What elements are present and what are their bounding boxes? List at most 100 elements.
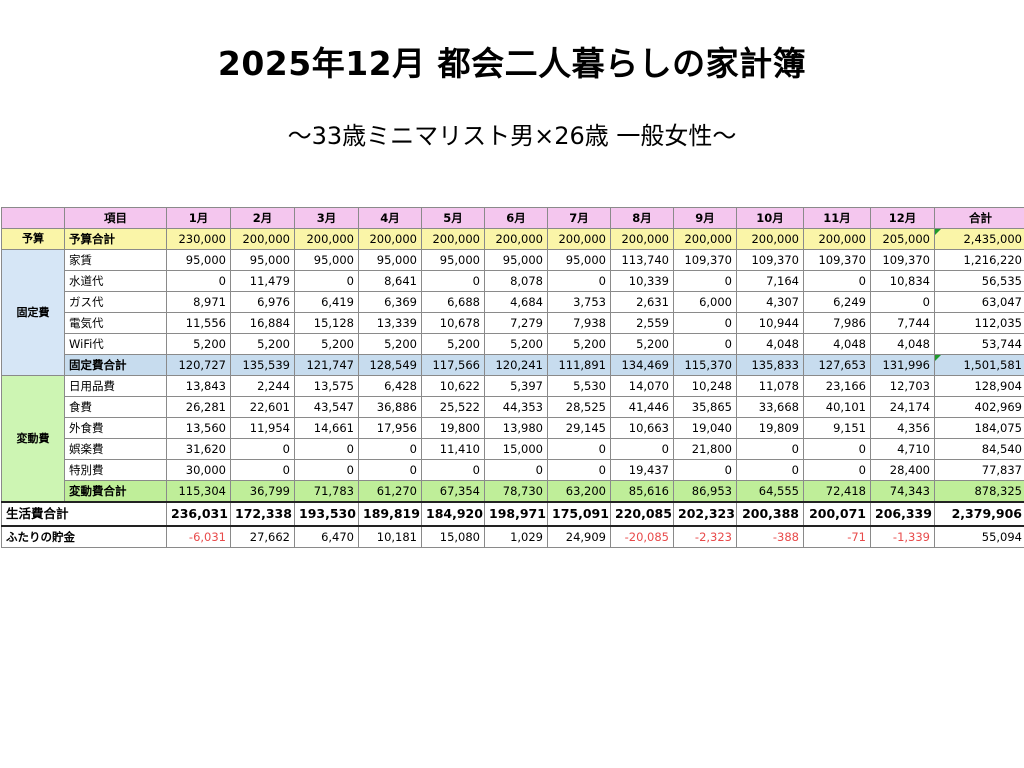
living-cell: 220,085 [610,501,674,527]
header-corner [1,207,65,229]
subtotal-cell: 128,549 [358,354,422,376]
living-cell: 206,339 [870,501,935,527]
row-label: 変動費合計 [64,480,167,503]
value-cell: 23,166 [803,375,871,397]
row-total-cell: 128,904 [934,375,1024,397]
budget-cell: 200,000 [803,228,871,250]
row-label: 食費 [64,396,167,418]
value-cell: 0 [230,459,295,481]
row-label: 生活費合計 [1,501,167,527]
row-label: ガス代 [64,291,167,313]
row-label: ふたりの貯金 [1,525,167,548]
section-label-variable: 変動費 [1,375,65,503]
row-total-cell: 84,540 [934,438,1024,460]
variable-total-row: 変動費合計 115,304 36,799 71,783 61,270 67,354 78,7… [2,480,1024,503]
value-cell: 13,575 [294,375,359,397]
value-cell: 8,641 [358,270,422,292]
value-cell: 4,684 [484,291,548,313]
value-cell: 11,479 [230,270,295,292]
value-cell: 0 [421,270,485,292]
value-cell: 0 [803,438,871,460]
fixed-row: WiFi代 5,200 5,200 5,200 5,200 5,200 5,200 5,200… [2,333,1024,355]
value-cell: 7,938 [547,312,611,334]
header-month: 3月 [294,207,359,229]
value-cell: 0 [484,459,548,481]
subtotal-cell: 36,799 [230,480,295,503]
value-cell: 29,145 [547,417,611,439]
living-cell: 200,071 [803,501,871,527]
value-cell: 0 [547,438,611,460]
value-cell: 109,370 [673,249,737,271]
fixed-row: 固定費 家賃 95,000 95,000 95,000 95,000 95,000 95,00… [1,249,1024,376]
value-cell: 31,620 [166,438,231,460]
value-cell: 35,865 [673,396,737,418]
value-cell: 4,048 [736,333,804,355]
row-total-cell: 77,837 [934,459,1024,481]
value-cell: 21,800 [673,438,737,460]
subtotal-cell: 127,653 [803,354,871,376]
living-cell: 175,091 [547,501,611,527]
header-month: 6月 [484,207,548,229]
subtotal-cell: 71,783 [294,480,359,503]
savings-cell: -20,085 [610,525,674,548]
value-cell: 0 [294,438,359,460]
value-cell: 22,601 [230,396,295,418]
header-month: 1月 [166,207,231,229]
subtotal-cell: 115,304 [166,480,231,503]
living-cell: 202,323 [673,501,737,527]
value-cell: 6,369 [358,291,422,313]
row-label: 電気代 [64,312,167,334]
value-cell: 4,307 [736,291,804,313]
row-total-cell: 63,047 [934,291,1024,313]
budget-cell: 200,000 [358,228,422,250]
budget-cell: 200,000 [736,228,804,250]
row-label: 娯楽費 [64,438,167,460]
budget-cell: 230,000 [166,228,231,250]
value-cell: 13,339 [358,312,422,334]
subtotal-cell: 72,418 [803,480,871,503]
value-cell: 7,164 [736,270,804,292]
value-cell: 0 [547,270,611,292]
value-cell: 5,200 [166,333,231,355]
value-cell: 19,437 [610,459,674,481]
fixed-total-row: 固定費合計 120,727 135,539 121,747 128,549 117,566… [2,354,1024,376]
value-cell: 28,400 [870,459,935,481]
variable-row: 食費 26,281 22,601 43,547 36,886 25,522 44,353 28… [2,396,1024,418]
value-cell: 0 [294,270,359,292]
subtotal-cell: 131,996 [870,354,935,376]
row-total-cell: 184,075 [934,417,1024,439]
budget-cell: 200,000 [230,228,295,250]
value-cell: 6,249 [803,291,871,313]
value-cell: 2,559 [610,312,674,334]
fixed-row: 水道代 0 11,479 0 8,641 0 8,078 0 10,339 0 7,164 0 10,8… [2,270,1024,292]
value-cell: 25,522 [421,396,485,418]
budget-table: 項目 1月 2月 3月 4月 5月 6月 7月 8月 9月 10月 11月 12月 合計 予算 予算合計 230… [1,207,1024,548]
page-title: 2025年12月 都会二人暮らしの家計簿 [217,44,807,83]
subtotal-cell: 135,539 [230,354,295,376]
budget-total-cell: 2,435,000 [934,228,1024,250]
header-month: 9月 [673,207,737,229]
value-cell: 44,353 [484,396,548,418]
savings-cell: 10,181 [358,525,422,548]
row-label: 外食費 [64,417,167,439]
living-cell: 198,971 [484,501,548,527]
subtotal-sum-cell: 1,501,581 [934,354,1024,376]
budget-cell: 200,000 [547,228,611,250]
header-item: 項目 [64,207,167,229]
value-cell: 4,356 [870,417,935,439]
value-cell: 5,397 [484,375,548,397]
value-cell: 95,000 [230,249,295,271]
value-cell: 5,200 [421,333,485,355]
value-cell: 19,809 [736,417,804,439]
value-cell: 8,078 [484,270,548,292]
value-cell: 26,281 [166,396,231,418]
value-cell: 10,834 [870,270,935,292]
value-cell: 4,048 [870,333,935,355]
budget-cell: 200,000 [484,228,548,250]
savings-cell: 1,029 [484,525,548,548]
variable-row: 特別費 30,000 0 0 0 0 0 0 19,437 0 0 0 28,400 77,837 [2,459,1024,481]
value-cell: 3,753 [547,291,611,313]
subtotal-cell: 86,953 [673,480,737,503]
value-cell: 0 [547,459,611,481]
row-label: 予算合計 [64,228,167,250]
